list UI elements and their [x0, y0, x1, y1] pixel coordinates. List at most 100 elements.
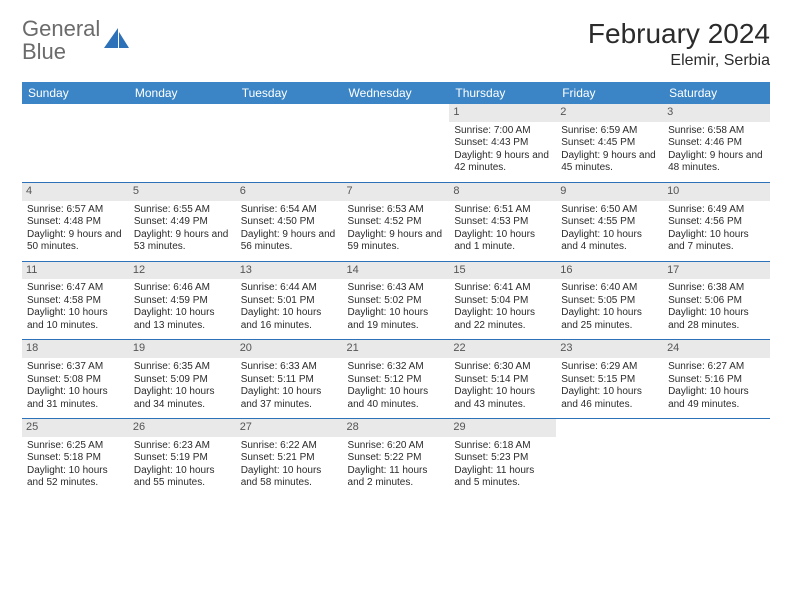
logo-text-2: Blue — [22, 39, 66, 64]
calendar-cell: 10 Sunrise: 6:49 AMSunset: 4:56 PMDayligh… — [663, 182, 770, 261]
daylight-line: Daylight: 10 hours and 49 minutes. — [668, 386, 765, 411]
daylight-line: Daylight: 11 hours and 5 minutes. — [454, 465, 551, 490]
month-title: February 2024 — [588, 18, 770, 50]
daylight-line: Daylight: 10 hours and 10 minutes. — [27, 307, 124, 332]
weekday-header: Thursday — [449, 82, 556, 104]
sunset-line: Sunset: 5:05 PM — [561, 295, 658, 308]
sunset-line: Sunset: 4:58 PM — [27, 295, 124, 308]
sunset-line: Sunset: 5:08 PM — [27, 374, 124, 387]
sunrise-line: Sunrise: 6:50 AM — [561, 204, 658, 217]
calendar-cell: 21Sunrise: 6:32 AMSunset: 5:12 PMDayligh… — [343, 340, 450, 419]
daylight-line: Daylight: 10 hours and 40 minutes. — [348, 386, 445, 411]
sunset-line: Sunset: 5:09 PM — [134, 374, 231, 387]
calendar-cell: 7Sunrise: 6:53 AMSunset: 4:52 PMDaylight… — [343, 182, 450, 261]
sunrise-line: Sunrise: 6:51 AM — [454, 204, 551, 217]
day-number: 12 — [129, 262, 236, 280]
daylight-line: Daylight: 10 hours and 43 minutes. — [454, 386, 551, 411]
weekday-header: Monday — [129, 82, 236, 104]
day-number: 5 — [129, 183, 236, 201]
calendar-cell: 13Sunrise: 6:44 AMSunset: 5:01 PMDayligh… — [236, 261, 343, 340]
title-block: February 2024 Elemir, Serbia — [588, 18, 770, 70]
sunset-line: Sunset: 5:16 PM — [668, 374, 765, 387]
calendar-cell: 6Sunrise: 6:54 AMSunset: 4:50 PMDaylight… — [236, 182, 343, 261]
calendar-cell — [343, 104, 450, 182]
weekday-header: Tuesday — [236, 82, 343, 104]
sunset-line: Sunset: 5:19 PM — [134, 452, 231, 465]
day-number: 26 — [129, 419, 236, 437]
sunrise-line: Sunrise: 6:30 AM — [454, 361, 551, 374]
sunset-line: Sunset: 4:46 PM — [668, 137, 765, 150]
sunrise-line: Sunrise: 6:53 AM — [348, 204, 445, 217]
sunrise-line: Sunrise: 6:41 AM — [454, 282, 551, 295]
daylight-line: Daylight: 10 hours and 22 minutes. — [454, 307, 551, 332]
header: General Blue February 2024 Elemir, Serbi… — [22, 18, 770, 70]
day-number: 8 — [449, 183, 556, 201]
sunset-line: Sunset: 4:52 PM — [348, 216, 445, 229]
logo-text-1: General — [22, 16, 100, 41]
day-number: 2 — [556, 104, 663, 122]
calendar-cell — [556, 419, 663, 497]
day-number: 3 — [663, 104, 770, 122]
daylight-line: Daylight: 9 hours and 42 minutes. — [454, 150, 551, 175]
sunrise-line: Sunrise: 6:46 AM — [134, 282, 231, 295]
daylight-line: Daylight: 10 hours and 25 minutes. — [561, 307, 658, 332]
sunrise-line: Sunrise: 6:27 AM — [668, 361, 765, 374]
daylight-line: Daylight: 10 hours and 55 minutes. — [134, 465, 231, 490]
sunrise-line: Sunrise: 6:29 AM — [561, 361, 658, 374]
sunrise-line: Sunrise: 6:57 AM — [27, 204, 124, 217]
sunrise-line: Sunrise: 6:49 AM — [668, 204, 765, 217]
day-number: 16 — [556, 262, 663, 280]
day-number: 28 — [343, 419, 450, 437]
sunset-line: Sunset: 4:56 PM — [668, 216, 765, 229]
day-number: 4 — [22, 183, 129, 201]
sunset-line: Sunset: 4:45 PM — [561, 137, 658, 150]
sunset-line: Sunset: 5:21 PM — [241, 452, 338, 465]
sunset-line: Sunset: 5:01 PM — [241, 295, 338, 308]
sunrise-line: Sunrise: 7:00 AM — [454, 125, 551, 138]
day-number: 22 — [449, 340, 556, 358]
sunset-line: Sunset: 5:22 PM — [348, 452, 445, 465]
calendar-row: 25Sunrise: 6:25 AMSunset: 5:18 PMDayligh… — [22, 419, 770, 497]
sunrise-line: Sunrise: 6:44 AM — [241, 282, 338, 295]
sunset-line: Sunset: 5:12 PM — [348, 374, 445, 387]
daylight-line: Daylight: 9 hours and 48 minutes. — [668, 150, 765, 175]
daylight-line: Daylight: 10 hours and 1 minute. — [454, 229, 551, 254]
calendar-table: SundayMondayTuesdayWednesdayThursdayFrid… — [22, 82, 770, 497]
calendar-row: 18Sunrise: 6:37 AMSunset: 5:08 PMDayligh… — [22, 340, 770, 419]
calendar-cell: 27Sunrise: 6:22 AMSunset: 5:21 PMDayligh… — [236, 419, 343, 497]
daylight-line: Daylight: 10 hours and 19 minutes. — [348, 307, 445, 332]
day-number: 7 — [343, 183, 450, 201]
sunset-line: Sunset: 4:43 PM — [454, 137, 551, 150]
day-number: 20 — [236, 340, 343, 358]
calendar-cell: 28Sunrise: 6:20 AMSunset: 5:22 PMDayligh… — [343, 419, 450, 497]
day-number: 10 — [663, 183, 770, 201]
daylight-line: Daylight: 11 hours and 2 minutes. — [348, 465, 445, 490]
sunset-line: Sunset: 4:48 PM — [27, 216, 124, 229]
sunset-line: Sunset: 4:53 PM — [454, 216, 551, 229]
day-number: 29 — [449, 419, 556, 437]
sunset-line: Sunset: 5:06 PM — [668, 295, 765, 308]
calendar-row: 11Sunrise: 6:47 AMSunset: 4:58 PMDayligh… — [22, 261, 770, 340]
sunset-line: Sunset: 5:18 PM — [27, 452, 124, 465]
weekday-header: Saturday — [663, 82, 770, 104]
day-number: 11 — [22, 262, 129, 280]
calendar-cell: 22Sunrise: 6:30 AMSunset: 5:14 PMDayligh… — [449, 340, 556, 419]
day-number: 13 — [236, 262, 343, 280]
calendar-cell — [663, 419, 770, 497]
day-number: 23 — [556, 340, 663, 358]
sunset-line: Sunset: 5:04 PM — [454, 295, 551, 308]
logo: General Blue — [22, 18, 130, 64]
day-number: 25 — [22, 419, 129, 437]
calendar-cell: 20Sunrise: 6:33 AMSunset: 5:11 PMDayligh… — [236, 340, 343, 419]
calendar-cell: 19Sunrise: 6:35 AMSunset: 5:09 PMDayligh… — [129, 340, 236, 419]
sunrise-line: Sunrise: 6:43 AM — [348, 282, 445, 295]
day-number: 9 — [556, 183, 663, 201]
daylight-line: Daylight: 10 hours and 34 minutes. — [134, 386, 231, 411]
daylight-line: Daylight: 10 hours and 7 minutes. — [668, 229, 765, 254]
logo-sail-icon — [104, 28, 130, 55]
calendar-cell: 5Sunrise: 6:55 AMSunset: 4:49 PMDaylight… — [129, 182, 236, 261]
day-number: 27 — [236, 419, 343, 437]
sunrise-line: Sunrise: 6:23 AM — [134, 440, 231, 453]
calendar-cell: 17Sunrise: 6:38 AMSunset: 5:06 PMDayligh… — [663, 261, 770, 340]
calendar-cell: 29Sunrise: 6:18 AMSunset: 5:23 PMDayligh… — [449, 419, 556, 497]
